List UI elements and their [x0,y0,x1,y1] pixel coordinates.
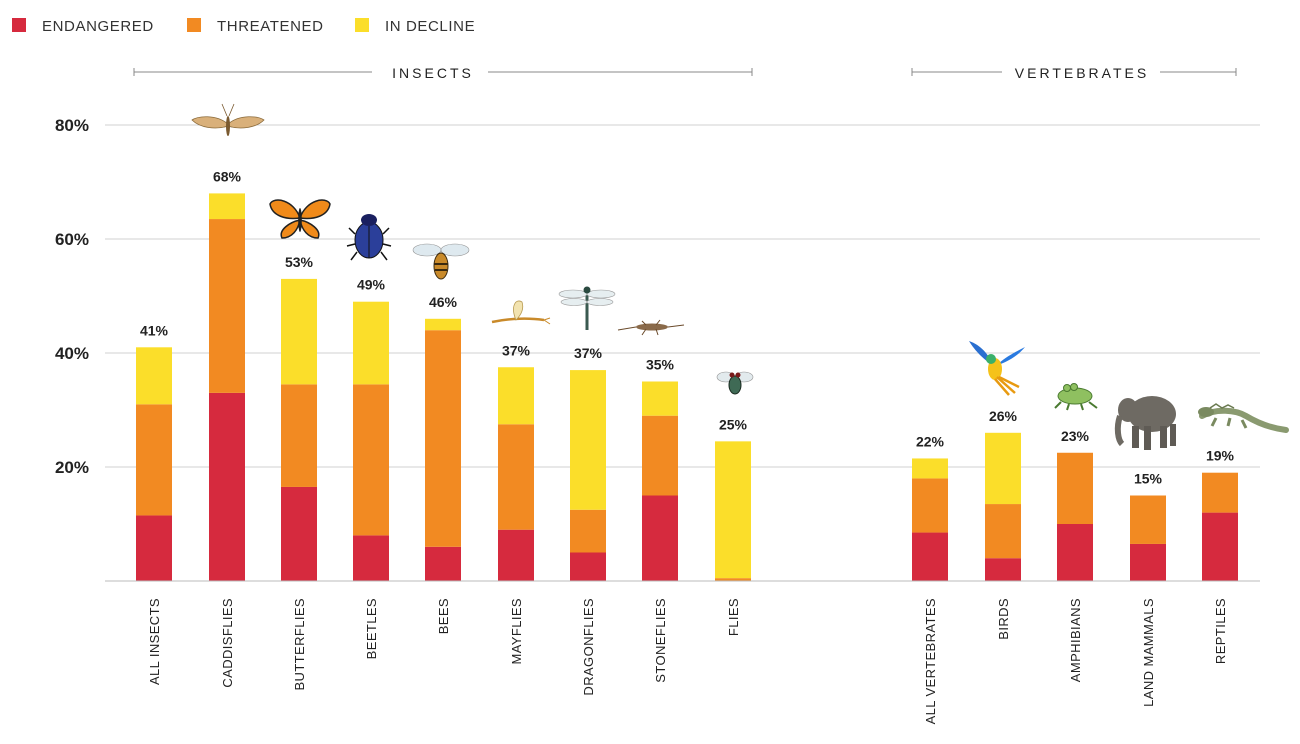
y-tick-label: 40% [55,344,89,363]
fly-icon [716,371,754,395]
bar-segment-in-decline [353,301,389,385]
x-tick-label: BEETLES [364,598,379,659]
mayfly-icon [491,300,551,325]
iguana-icon [1198,403,1289,433]
bar-segment-threatened [715,578,751,581]
value-label: 37% [574,345,603,361]
x-tick-label: MAYFLIES [509,598,524,665]
group-label-insects: INSECTS [392,65,474,81]
x-tick-label: STONEFLIES [653,598,668,683]
y-axis-ticks: 20% 40% 60% 80% [55,116,89,477]
value-label: 37% [502,342,531,358]
x-tick-label: FLIES [726,598,741,636]
bar-segment-threatened [209,219,245,393]
bar-segment-in-decline [425,318,461,331]
bar-segment-in-decline [570,370,606,510]
moth-icon [191,103,265,136]
bar-segment-threatened [425,330,461,547]
value-label: 23% [1061,428,1090,444]
butterfly-icon [269,199,331,239]
bar-segment-in-decline [642,381,678,416]
value-label: 49% [357,277,386,293]
gridlines [105,124,1260,468]
x-tick-label: BUTTERFLIES [292,598,307,691]
bar-segment-threatened [1130,495,1166,544]
bar-segment-endangered [1130,543,1166,581]
value-label: 53% [285,254,314,270]
value-label: 68% [213,168,242,184]
legend-swatch-in-decline [355,18,369,32]
bar-segment-in-decline [281,278,317,385]
legend-label-endangered: ENDANGERED [42,18,154,35]
legend: ENDANGERED THREATENED IN DECLINE [12,18,475,35]
bar-segment-in-decline [498,367,534,425]
x-tick-label: AMPHIBIANS [1068,598,1083,682]
legend-label-threatened: THREATENED [217,18,324,35]
elephant-icon [1114,396,1176,450]
bar-segment-threatened [353,384,389,536]
bar-segment-endangered [642,495,678,581]
stonefly-icon [617,319,685,336]
bar-segment-threatened [985,504,1021,559]
value-label: 46% [429,294,458,310]
bar-segment-endangered [425,546,461,581]
y-tick-label: 80% [55,116,89,135]
frog-icon [1054,383,1098,411]
bar-segment-in-decline [136,347,172,405]
bar-segment-in-decline [715,441,751,579]
bar-segment-endangered [1057,524,1093,581]
x-tick-label: DRAGONFLIES [581,598,596,696]
dragonfly-icon [558,286,616,330]
x-tick-label: CADDISFLIES [220,598,235,688]
bar-segment-threatened [1057,452,1093,524]
bar-segment-endangered [209,392,245,581]
value-label: 26% [989,408,1018,424]
parrot-icon [969,341,1025,396]
group-label-vertebrates: VERTEBRATES [1015,65,1149,81]
bar-segment-in-decline [985,432,1021,505]
value-label: 19% [1206,448,1235,464]
value-label: 41% [140,322,169,338]
group-bracket-insects [133,68,753,76]
x-tick-label: BIRDS [996,598,1011,640]
bar-segment-endangered [136,515,172,581]
bars [136,193,1238,581]
bar-segment-endangered [1202,512,1238,581]
y-tick-label: 60% [55,230,89,249]
x-tick-label: LAND MAMMALS [1141,598,1156,707]
legend-label-in-decline: IN DECLINE [385,18,475,35]
bar-segment-threatened [1202,472,1238,513]
value-labels: 41% 68% 53% 49% 46% 37% 37% 35% 25% 22% 26% 23% 15% 1… [140,168,1235,486]
bar-segment-threatened [570,509,606,553]
bar-segment-endangered [281,486,317,581]
value-label: 22% [916,433,945,449]
legend-swatch-threatened [187,18,201,32]
bar-segment-endangered [570,552,606,581]
value-label: 25% [719,416,748,432]
y-tick-label: 20% [55,458,89,477]
bar-segment-in-decline [209,193,245,220]
bar-segment-threatened [281,384,317,487]
bar-segment-endangered [912,532,948,581]
value-label: 35% [646,357,675,373]
group-bracket-vertebrates [911,68,1237,76]
bee-icon [412,243,470,280]
x-tick-label: REPTILES [1213,598,1228,664]
x-tick-label: ALL VERTEBRATES [923,598,938,724]
legend-swatch-endangered [12,18,26,32]
bar-segment-endangered [498,529,534,581]
x-tick-label: ALL INSECTS [147,598,162,685]
beetle-icon [346,214,392,261]
bar-segment-endangered [985,558,1021,581]
bar-segment-threatened [642,415,678,496]
value-label: 15% [1134,471,1163,487]
x-axis-ticks: ALL INSECTS CADDISFLIES BUTTERFLIES BEETLES… [147,598,1228,724]
x-tick-label: BEES [436,598,451,634]
bar-segment-threatened [136,404,172,516]
bar-segment-in-decline [912,458,948,479]
bar-segment-endangered [353,535,389,581]
bar-segment-threatened [912,478,948,533]
bar-segment-threatened [498,424,534,530]
